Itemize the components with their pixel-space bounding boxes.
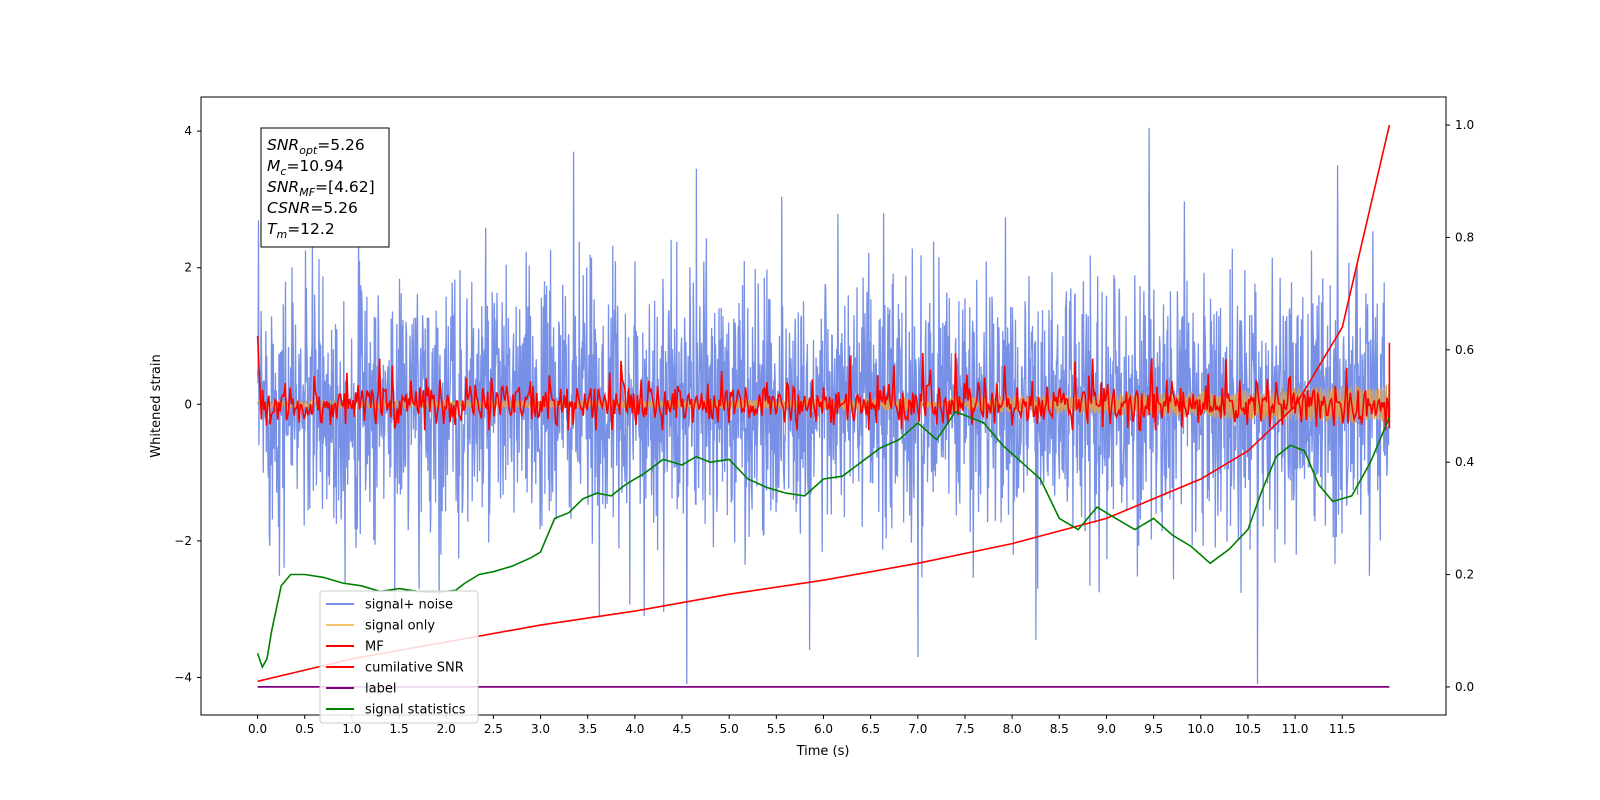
- annotation-line: CSNR=5.26: [267, 199, 358, 217]
- annotation-line: SNRMF=[4.62]: [267, 178, 375, 199]
- x-tick-label: 2.0: [437, 722, 456, 736]
- y2-tick-label: 0.8: [1455, 230, 1474, 244]
- y2-tick-label: 0.6: [1455, 343, 1474, 357]
- x-tick-label: 1.0: [342, 722, 361, 736]
- x-tick-label: 7.5: [955, 722, 974, 736]
- legend-label: MF: [365, 640, 384, 655]
- y-tick-label: −4: [174, 670, 192, 684]
- legend-frame: [319, 590, 479, 724]
- annotation-line: Tm=12.2: [267, 220, 335, 241]
- x-tick-label: 5.5: [767, 722, 786, 736]
- legend-label: signal statistics: [365, 703, 466, 718]
- x-tick-label: 6.5: [861, 722, 880, 736]
- y-tick-label: 0: [184, 397, 192, 411]
- y2-tick-label: 0.4: [1455, 455, 1474, 469]
- legend: signal+ noise signal only MF cumilative SNR…: [319, 590, 479, 724]
- y-axis-right: 1.0 0.8 0.6 0.4 0.2 0.0: [1446, 118, 1474, 694]
- x-tick-label: 9.0: [1097, 722, 1116, 736]
- y2-tick-label: 0.0: [1455, 680, 1474, 694]
- x-tick-label: 7.0: [908, 722, 927, 736]
- annotation-line: SNRopt=5.26: [267, 136, 365, 157]
- annotation-line: Mc=10.94: [267, 157, 344, 178]
- x-tick-label: 2.5: [484, 722, 503, 736]
- legend-label: signal+ noise: [365, 598, 453, 613]
- legend-label: signal only: [365, 619, 435, 634]
- y-tick-label: 2: [184, 261, 192, 275]
- legend-label: cumilative SNR: [365, 661, 464, 676]
- y-axis-label: Whitened strain: [149, 354, 164, 457]
- x-axis: 0.0 0.5 1.0 1.5 2.0 2.5 3.0 3.5 4.0 4.5 5.0 5.5 6.0 6…: [248, 715, 1356, 736]
- x-tick-label: 8.5: [1050, 722, 1069, 736]
- x-tick-label: 11.5: [1329, 722, 1356, 736]
- x-tick-label: 4.0: [625, 722, 644, 736]
- y2-tick-label: 0.2: [1455, 568, 1474, 582]
- series-signal-statistics: [256, 410, 1391, 670]
- x-tick-label: 10.5: [1235, 722, 1262, 736]
- x-tick-label: 10.0: [1187, 722, 1214, 736]
- x-tick-label: 5.0: [720, 722, 739, 736]
- y2-tick-label: 1.0: [1455, 118, 1474, 132]
- annotation-box: SNRopt=5.26Mc=10.94SNRMF=[4.62]CSNR=5.26…: [260, 127, 390, 248]
- x-tick-label: 1.5: [390, 722, 409, 736]
- legend-label: label: [365, 682, 396, 697]
- x-axis-label: Time (s): [796, 744, 850, 759]
- y-tick-label: −2: [174, 534, 192, 548]
- y-tick-label: 4: [184, 124, 192, 138]
- x-tick-label: 0.5: [295, 722, 314, 736]
- annotation-frame: [260, 127, 390, 248]
- x-tick-label: 3.5: [578, 722, 597, 736]
- series-mf: [256, 335, 1391, 432]
- x-tick-label: 6.0: [814, 722, 833, 736]
- y-axis-left: 4 2 0 −2 −4: [174, 124, 201, 684]
- x-tick-label: 9.5: [1144, 722, 1163, 736]
- x-tick-label: 4.5: [672, 722, 691, 736]
- x-tick-label: 3.0: [531, 722, 550, 736]
- x-tick-label: 0.0: [248, 722, 267, 736]
- series-signal-noise: [256, 127, 1391, 685]
- x-tick-label: 11.0: [1282, 722, 1309, 736]
- x-tick-label: 8.0: [1003, 722, 1022, 736]
